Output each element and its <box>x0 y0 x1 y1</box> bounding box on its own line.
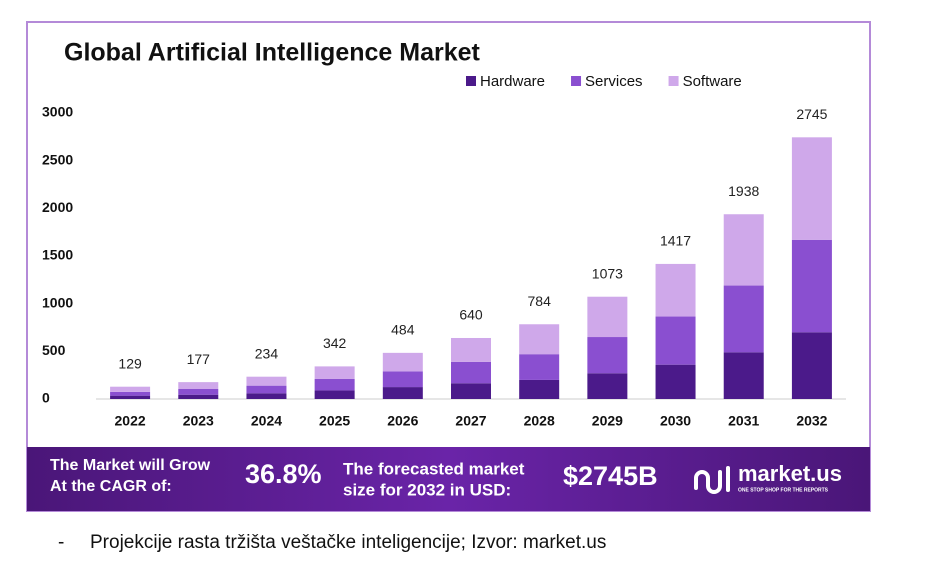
x-tick-label: 2022 <box>115 413 146 429</box>
y-tick-label: 0 <box>42 390 50 406</box>
x-tick-label: 2027 <box>455 413 486 429</box>
total-label: 1417 <box>660 233 691 249</box>
total-label: 1938 <box>728 183 759 199</box>
y-tick-label: 2500 <box>42 151 73 167</box>
bar-segment <box>519 324 560 355</box>
bar-segment <box>451 383 491 399</box>
legend-label: Software <box>683 73 742 90</box>
x-tick-label: 2023 <box>183 413 214 429</box>
x-tick-label: 2029 <box>592 413 623 429</box>
total-label: 2745 <box>796 106 827 122</box>
forecast-line: The forecasted market <box>343 459 525 478</box>
y-tick-label: 1000 <box>42 294 73 310</box>
caption-bullet: - <box>58 532 65 553</box>
bar-segment <box>723 285 764 353</box>
legend-label: Services <box>585 73 643 90</box>
bar-segment <box>791 332 832 399</box>
caption: - Projekcije rasta tržišta veštačke intel… <box>58 532 606 554</box>
total-label: 784 <box>528 293 552 309</box>
total-label: 177 <box>187 351 211 367</box>
bar-segment <box>110 395 151 399</box>
x-tick-label: 2026 <box>387 413 418 429</box>
forecast-line: size for 2032 in USD: <box>343 480 511 499</box>
total-label: 342 <box>323 335 347 351</box>
bar-segment <box>587 373 628 399</box>
legend-swatch <box>466 76 476 86</box>
bar-segment <box>723 352 764 399</box>
bar-segment <box>655 316 696 365</box>
logo-text: market.us <box>738 461 842 486</box>
cagr-line: At the CAGR of: <box>50 478 172 495</box>
total-label: 234 <box>255 345 279 361</box>
bar-segment <box>382 387 423 399</box>
bar-segment <box>655 364 696 399</box>
bar-segment <box>519 379 560 399</box>
bar-segment <box>519 354 560 380</box>
bar-segment <box>246 393 287 399</box>
bar-segment <box>314 378 355 391</box>
bar-segment <box>178 388 219 395</box>
x-tick-label: 2031 <box>728 413 759 429</box>
bar-segment <box>314 390 355 399</box>
x-tick-label: 2025 <box>319 413 350 429</box>
bar-segment <box>587 296 628 338</box>
total-label: 484 <box>391 322 415 338</box>
legend-swatch <box>571 76 582 86</box>
cagr-value: 36.8% <box>245 459 322 489</box>
x-tick-label: 2032 <box>796 413 827 429</box>
total-label: 640 <box>459 307 483 323</box>
bar-segment <box>451 361 491 384</box>
y-tick-label: 3000 <box>42 104 73 120</box>
bar-segment <box>178 382 219 389</box>
bar-segment <box>382 371 423 388</box>
banner-text: The Market will Grow At the CAGR of: 36.… <box>50 457 842 499</box>
bar-segment <box>178 394 219 399</box>
bar-segment <box>382 352 423 372</box>
bar-segment <box>246 376 287 386</box>
legend-label: Hardware <box>480 73 545 90</box>
bar-segment <box>314 366 355 379</box>
bar-segment <box>246 385 287 394</box>
bar-segment <box>723 214 764 286</box>
bar-segment <box>655 263 696 317</box>
logo-tagline: ONE STOP SHOP FOR THE REPORTS <box>738 487 829 493</box>
bar-segment <box>587 337 628 374</box>
x-tick-label: 2030 <box>660 413 691 429</box>
forecast-value: $2745B <box>563 461 658 491</box>
x-tick-label: 2028 <box>524 413 555 429</box>
y-tick-label: 1500 <box>42 247 73 263</box>
bar-segment <box>791 239 832 333</box>
cagr-line: The Market will Grow <box>50 457 211 474</box>
chart: Global Artificial Intelligence Market Th… <box>26 21 871 512</box>
y-tick-label: 500 <box>42 342 66 358</box>
total-label: 129 <box>118 355 142 371</box>
legend-swatch <box>668 76 679 86</box>
y-tick-label: 2000 <box>42 199 73 215</box>
logo-icon <box>694 466 730 494</box>
total-label: 1073 <box>592 265 623 281</box>
chart-title: Global Artificial Intelligence Market <box>64 39 481 67</box>
bar-segment <box>791 137 832 240</box>
bar-segment <box>110 391 151 396</box>
bar-segment <box>451 337 491 362</box>
x-tick-label: 2024 <box>251 413 282 429</box>
bar-segment <box>110 386 151 392</box>
caption-text: Projekcije rasta tržišta veštačke inteli… <box>90 532 607 553</box>
